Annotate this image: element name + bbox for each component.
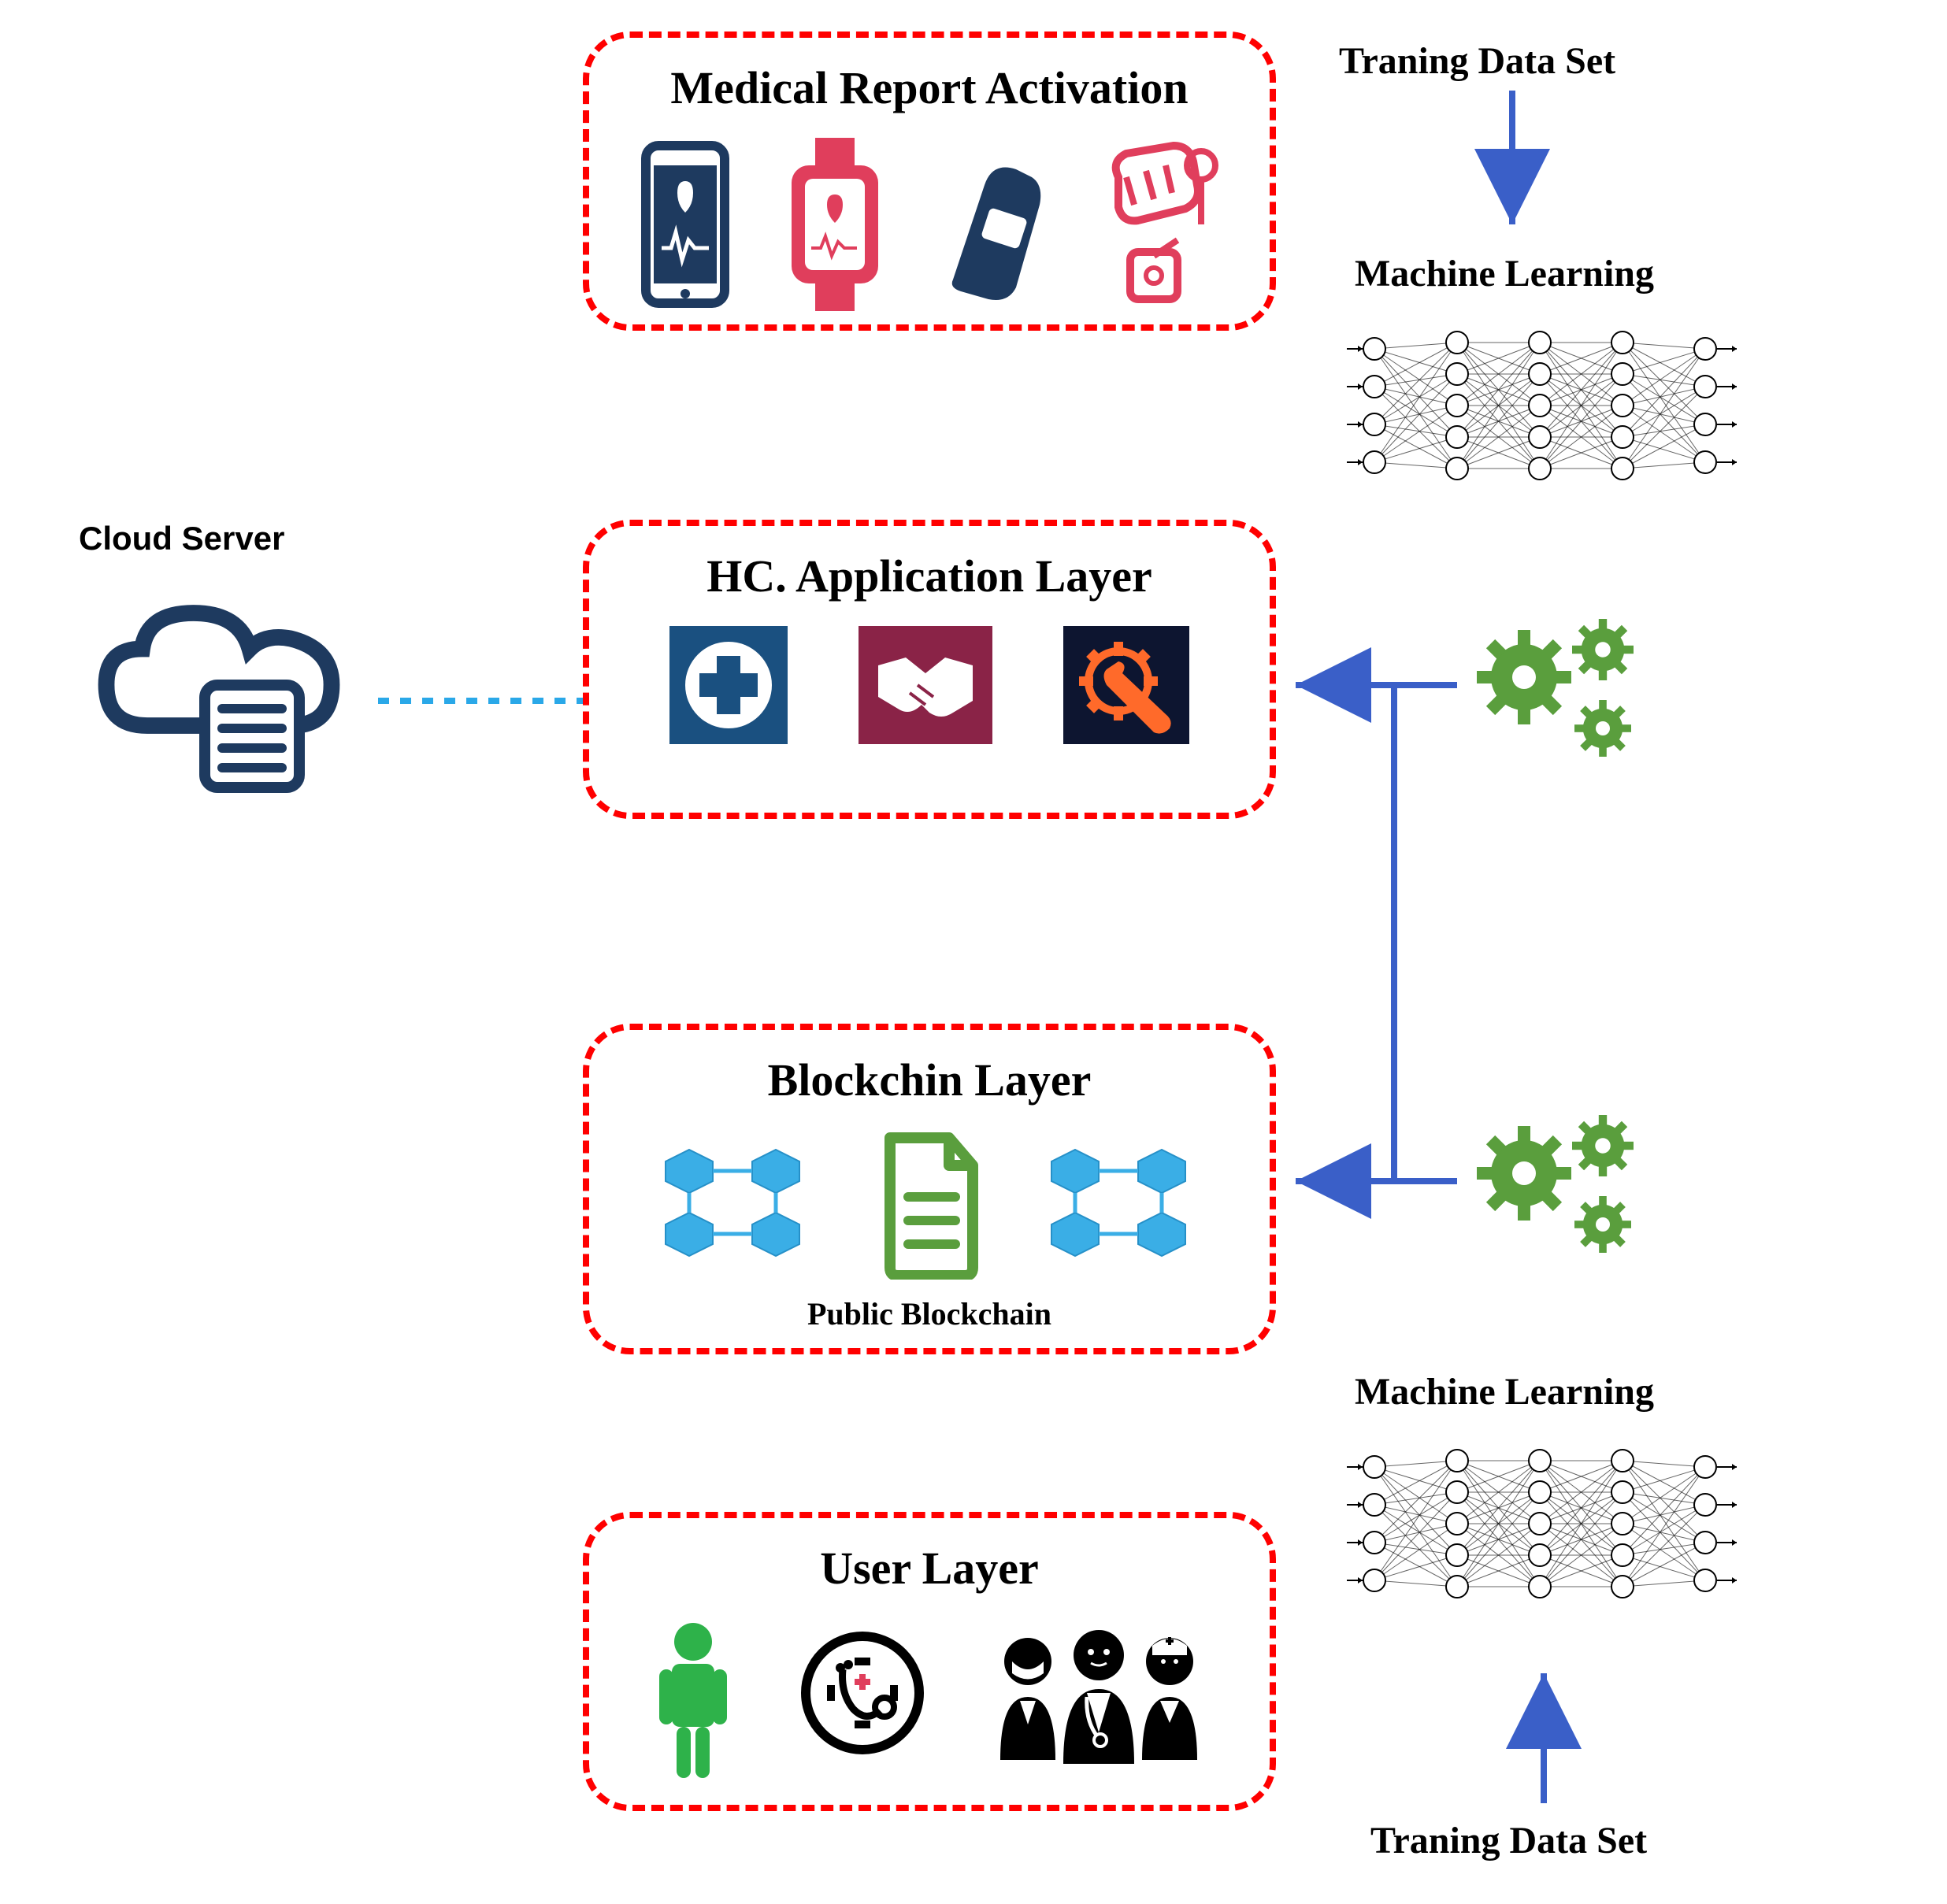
- gears-bottom-icon: [1473, 1102, 1654, 1268]
- medical-plus-icon: [669, 626, 788, 744]
- stethoscope-icon: [792, 1622, 933, 1780]
- blockchain-network-icon: [650, 1134, 823, 1276]
- training-label-bottom: Traning Data Set: [1370, 1819, 1647, 1862]
- blockchain-title: Blockchin Layer: [613, 1054, 1246, 1106]
- medical-team-icon: [981, 1622, 1217, 1780]
- ml-label-top: Machine Learning: [1355, 252, 1654, 295]
- phone-health-icon: [630, 138, 740, 311]
- document-icon: [870, 1130, 988, 1280]
- hc-application-layer: HC. Application Layer: [583, 520, 1276, 819]
- wearable-device-icon: [1087, 138, 1229, 311]
- ml-label-bottom: Machine Learning: [1355, 1370, 1654, 1413]
- gears-top-icon: [1473, 606, 1654, 772]
- blockchain-sublabel: Public Blockchain: [613, 1295, 1246, 1332]
- hc-application-title: HC. Application Layer: [613, 550, 1246, 602]
- gear-wrench-icon: [1063, 626, 1189, 744]
- handshake-icon: [859, 626, 992, 744]
- medical-report-layer: Medical Report Activation: [583, 31, 1276, 331]
- user-layer-title: User Layer: [613, 1542, 1246, 1595]
- blockchain-layer: Blockchin Layer: [583, 1024, 1276, 1354]
- medical-report-title: Medical Report Activation: [613, 61, 1246, 114]
- neural-network-bottom: [1339, 1429, 1749, 1634]
- cloud-server-label: Cloud Server: [79, 520, 284, 557]
- smartwatch-icon: [772, 138, 898, 311]
- user-layer: User Layer: [583, 1512, 1276, 1811]
- neural-network-top: [1339, 311, 1749, 516]
- blood-pressure-icon: [929, 138, 1055, 311]
- blockchain-network-icon-2: [1036, 1134, 1209, 1276]
- cloud-server-icon: [55, 567, 370, 803]
- training-label-top: Traning Data Set: [1339, 39, 1615, 83]
- patient-icon: [642, 1618, 744, 1784]
